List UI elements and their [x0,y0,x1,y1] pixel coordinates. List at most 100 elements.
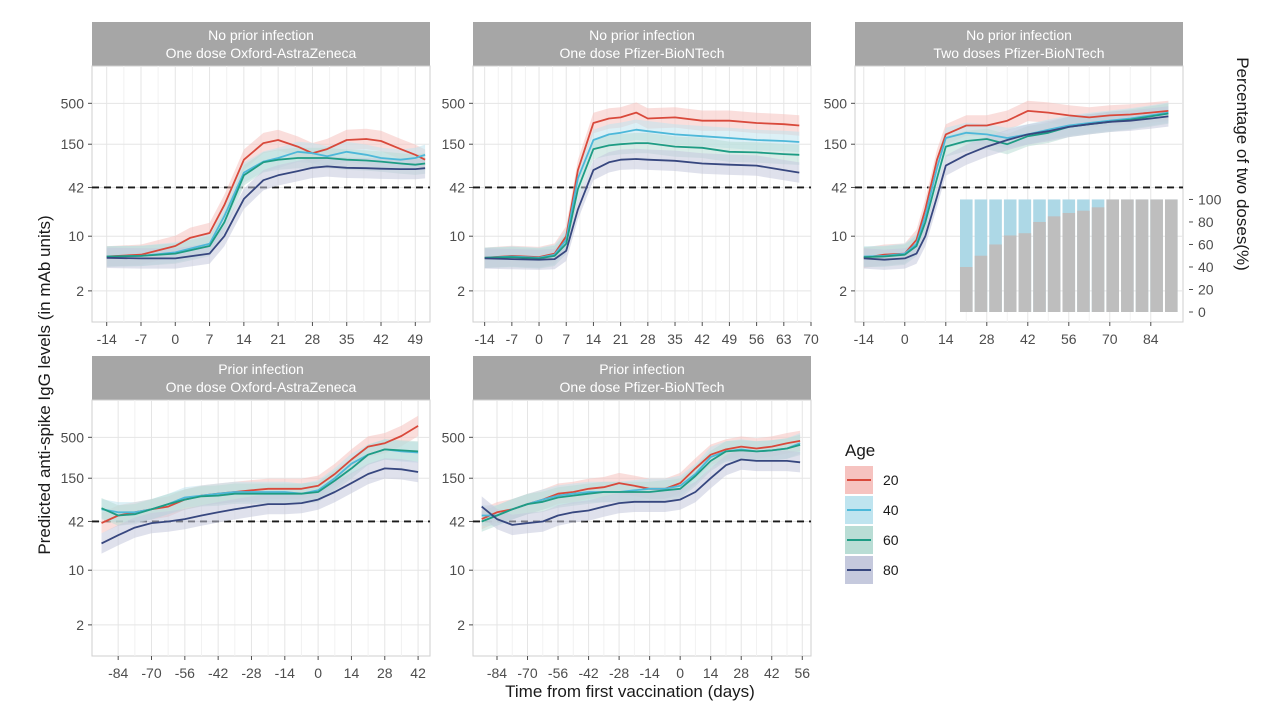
x-tick-label: 28 [305,331,321,347]
x-tick-label: -14 [275,665,295,681]
y-tick-label: 2 [839,283,847,299]
facet-title-line2: One dose Pfizer-BioNTech [560,379,725,395]
inset-bar-two-dose [1047,216,1061,312]
y-tick-label: 42 [68,179,84,195]
legend-title: Age [845,441,875,460]
inset-bar-two-dose [1062,212,1076,312]
y-tick-label: 500 [442,95,466,111]
x-tick-label: 35 [339,331,355,347]
y-tick-label: 2 [457,283,465,299]
facet-panels: No prior infection One dose Oxford-AstraZ… [61,22,1252,681]
y-tick-label: 500 [824,95,848,111]
inset-bar-two-dose [1077,210,1090,312]
series-line-age-40 [863,111,1169,258]
x-tick-label: 0 [676,665,684,681]
x-tick-label: 49 [722,331,738,347]
x-tick-label: 28 [377,665,393,681]
confidence-band-age-60 [101,439,419,526]
confidence-band-age-20 [863,100,1169,268]
series-line-age-20 [106,138,426,258]
inset-y-tick-label: 100 [1198,191,1222,207]
inset-bar-two-dose [1003,235,1017,312]
x-tick-label: -7 [506,331,519,347]
x-tick-label: -28 [241,665,261,681]
y-axis-title: Predicted anti-spike IgG levels (in mAb … [35,215,54,554]
y-tick-label: 10 [68,228,84,244]
x-tick-label: 7 [562,331,570,347]
x-tick-label: -42 [578,665,598,681]
inset-y-tick-label: 80 [1198,214,1214,230]
plot-area [472,65,812,323]
x-tick-label: 70 [1102,331,1118,347]
x-tick-label: 42 [373,331,389,347]
x-tick-label: 56 [749,331,765,347]
x-tick-label: 14 [703,665,719,681]
facet-panel: No prior infection One dose Pfizer-BioNTe… [442,22,819,347]
inset-y-tick-label: 20 [1198,281,1214,297]
x-tick-label: -14 [97,331,117,347]
x-tick-label: 0 [171,331,179,347]
facet-panel: No prior infection One dose Oxford-AstraZ… [61,22,431,347]
x-tick-label: 28 [979,331,995,347]
y-tick-label: 10 [449,562,465,578]
facet-strip [92,356,430,400]
facet-panel: Prior infection One dose Oxford-AstraZene… [61,356,431,681]
facet-title-line2: One dose Oxford-AstraZeneca [166,45,357,61]
x-tick-label: 49 [408,331,424,347]
x-tick-label: -70 [141,665,161,681]
x-tick-label: 14 [344,665,360,681]
series-line-age-60 [481,444,801,523]
x-tick-label: 0 [535,331,543,347]
confidence-band-age-20 [106,128,426,267]
inset-y-tick-label: 60 [1198,236,1214,252]
y-tick-label: 150 [61,470,85,486]
x-tick-label: -14 [854,331,874,347]
facet-title-line2: Two doses Pfizer-BioNTech [933,45,1104,61]
inset-bar-chart: 0 20 40 60 80 100 Percentage of two doses(%) [959,57,1252,320]
x-tick-label: 42 [410,665,426,681]
y-tick-label: 42 [68,513,84,529]
inset-bar-two-dose [1164,199,1178,312]
x-tick-label: 35 [667,331,683,347]
x-tick-label: -14 [475,331,495,347]
x-tick-label: 14 [236,331,252,347]
y-tick-label: 42 [449,179,465,195]
facet-title-line2: One dose Oxford-AstraZeneca [166,379,357,395]
x-tick-label: -70 [517,665,537,681]
inset-bar-two-dose [1106,199,1120,312]
confidence-band-age-60 [481,434,801,532]
inset-bar-two-dose [1135,199,1149,312]
x-tick-label: 21 [613,331,629,347]
inset-bar-two-dose [959,266,973,312]
x-tick-label: 28 [733,665,749,681]
x-tick-label: -14 [640,665,660,681]
series-line-age-80 [101,467,419,545]
x-tick-label: 0 [901,331,909,347]
facet-strip [92,22,430,66]
series-line-age-60 [106,157,426,258]
y-tick-label: 150 [61,136,85,152]
x-tick-label: 56 [794,665,810,681]
inset-bar-two-dose [1018,233,1032,312]
inset-bar-two-dose [1121,199,1134,312]
y-tick-label: 42 [831,179,847,195]
y-tick-label: 150 [824,136,848,152]
x-tick-label: 7 [206,331,214,347]
facet-title-line1: No prior infection [208,27,314,43]
legend-label-age-60: 60 [883,532,899,548]
x-tick-label: 63 [776,331,792,347]
facet-strip [855,22,1183,66]
legend-label-age-20: 20 [883,472,899,488]
y-tick-label: 10 [831,228,847,244]
x-tick-label: 0 [314,665,322,681]
x-tick-label: 21 [270,331,286,347]
series-line-age-40 [484,128,800,259]
x-tick-label: -7 [135,331,148,347]
series-line-age-40 [106,150,426,258]
x-tick-label: 56 [1061,331,1077,347]
inset-bar-two-dose [989,244,1002,312]
facet-panel: Prior infection One dose Pfizer-BioNTech -… [442,356,812,681]
y-tick-label: 2 [76,283,84,299]
x-tick-label: 28 [640,331,656,347]
